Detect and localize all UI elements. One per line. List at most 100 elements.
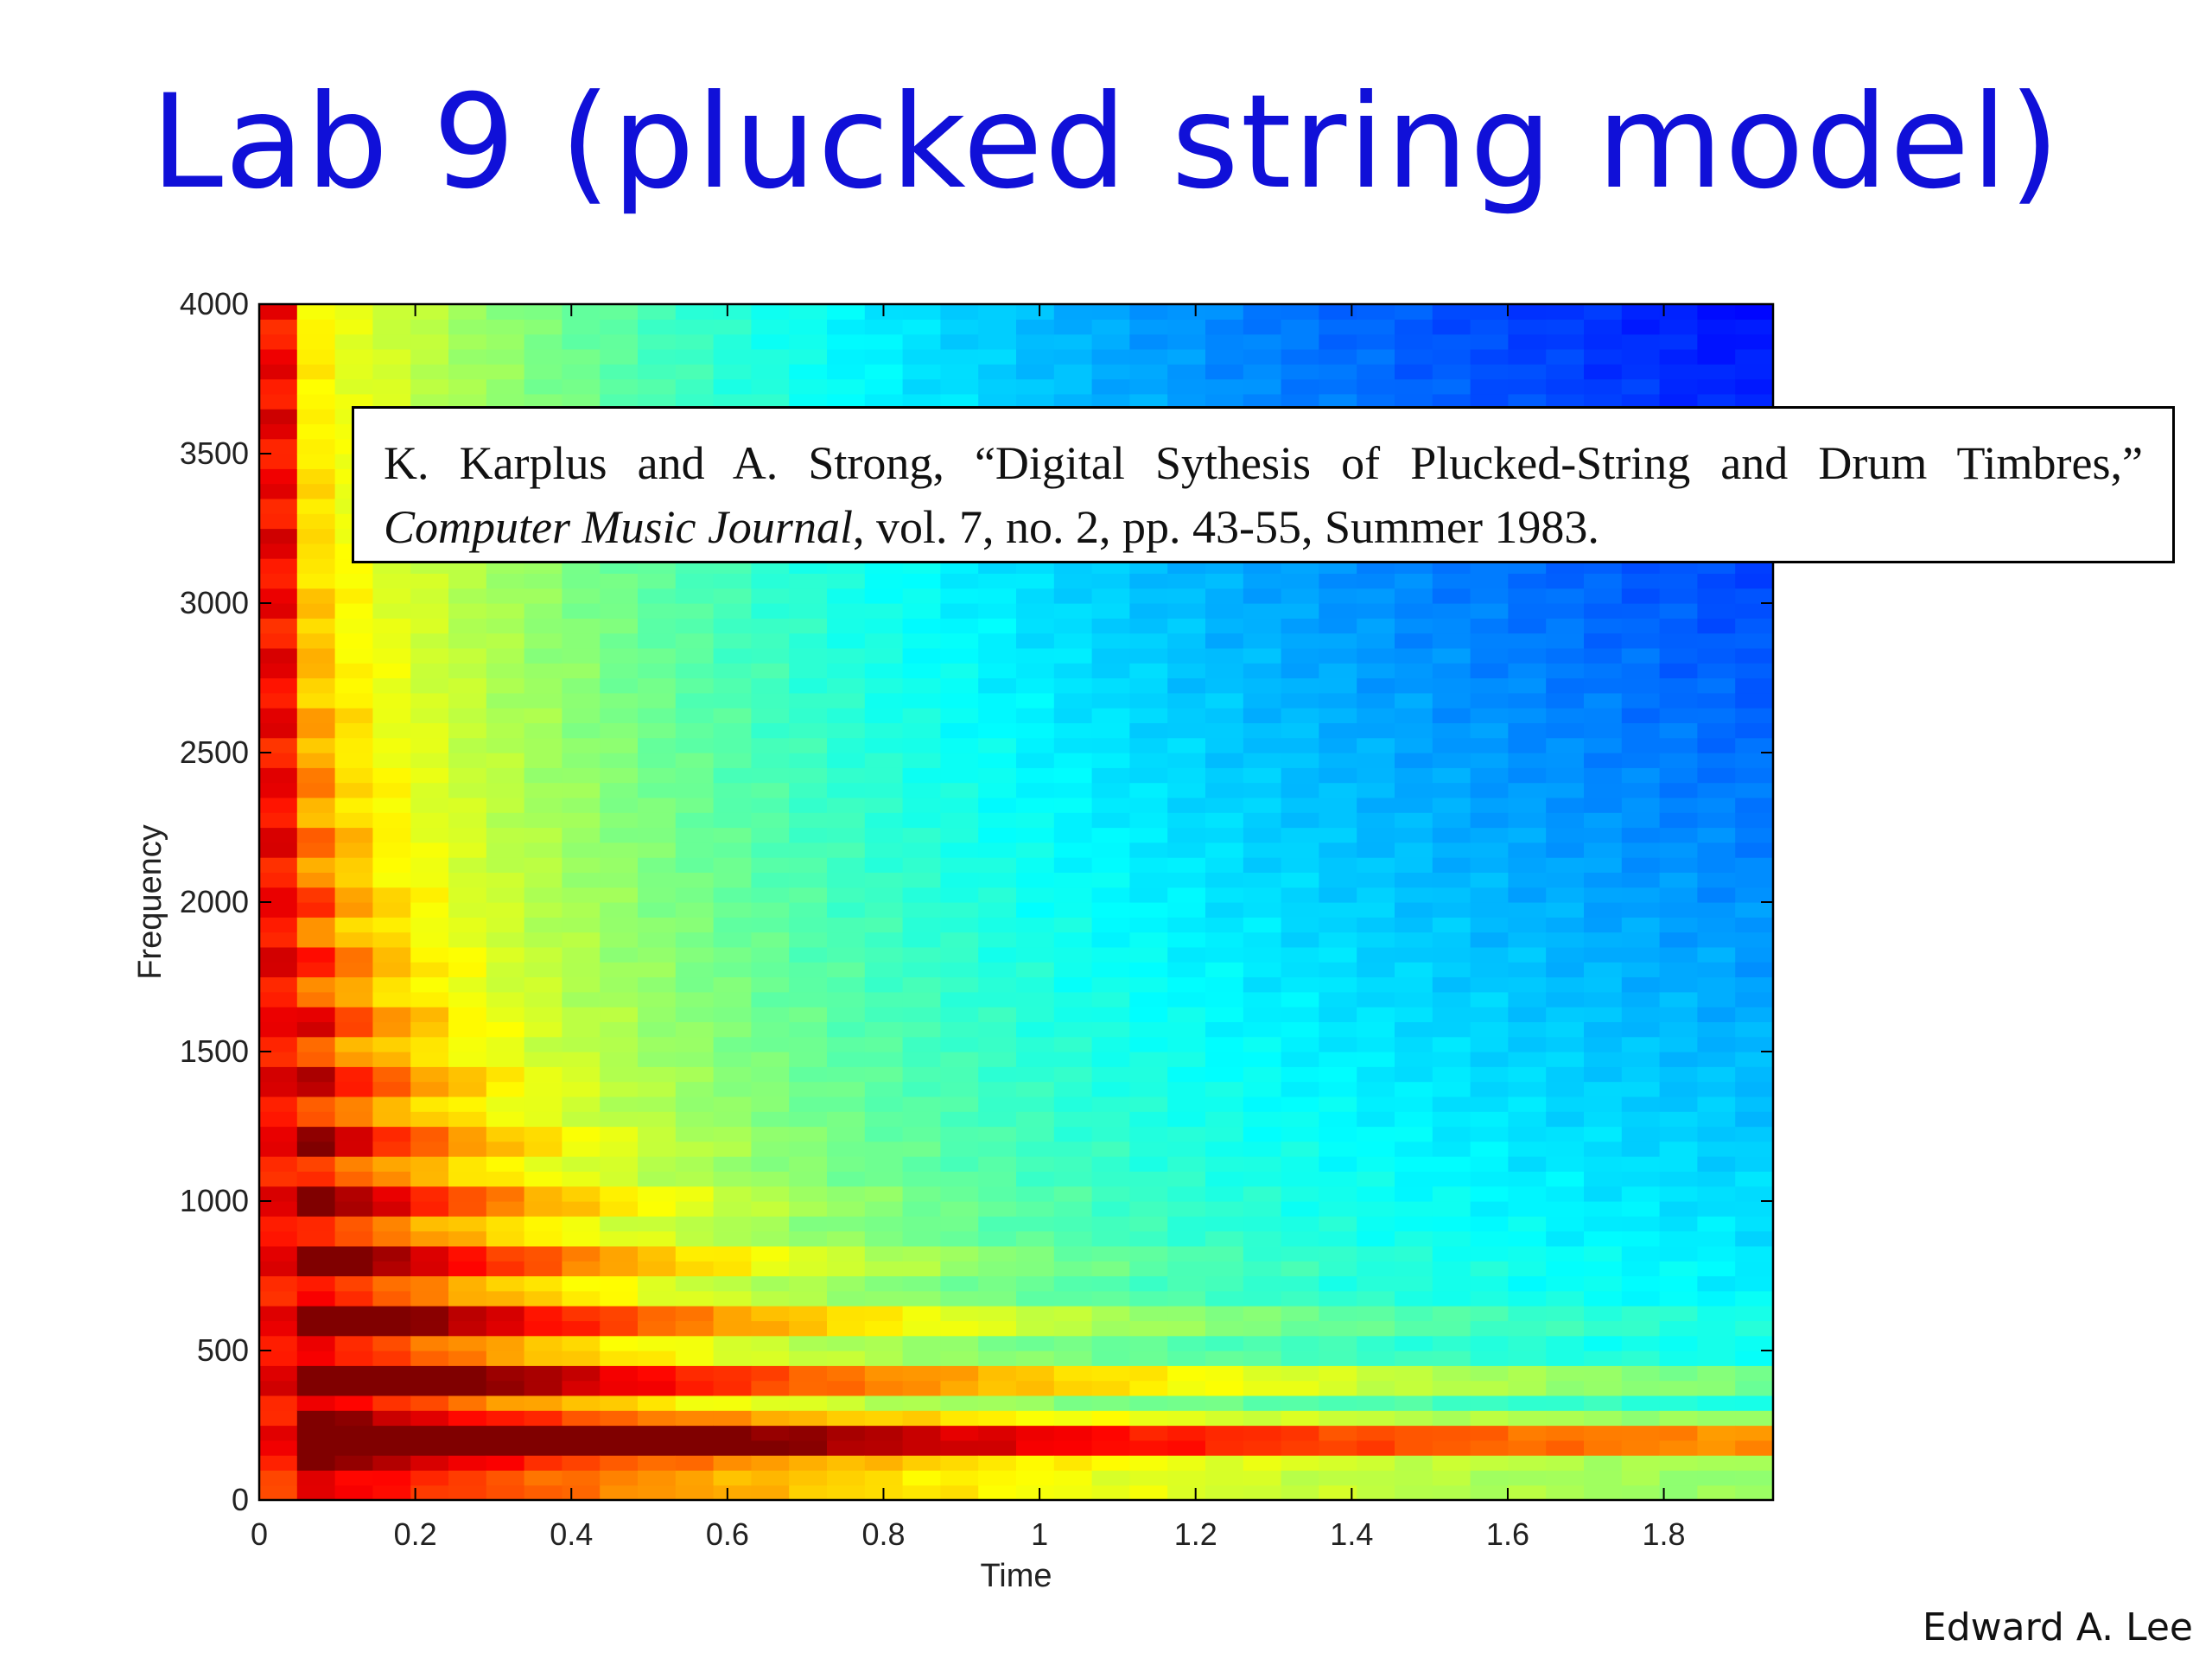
heatmap-cell (486, 797, 525, 813)
heatmap-cell (1129, 1410, 1168, 1427)
heatmap-cell (1508, 1007, 1547, 1022)
heatmap-cell (978, 364, 1017, 380)
heatmap-cell (751, 1395, 790, 1411)
heatmap-cell (1470, 872, 1509, 888)
heatmap-cell (978, 1036, 1017, 1052)
heatmap-cell (827, 692, 866, 709)
heatmap-cell (978, 827, 1017, 843)
heatmap-cell (1319, 962, 1357, 978)
heatmap-cell (1319, 1036, 1357, 1052)
heatmap-cell (864, 827, 904, 843)
heatmap-cell (334, 1052, 373, 1067)
heatmap-cell (334, 991, 373, 1007)
heatmap-cell (940, 722, 979, 739)
heatmap-cell (789, 827, 828, 843)
heatmap-cell (1432, 1230, 1471, 1247)
heatmap-cell (1091, 1141, 1130, 1157)
heatmap-cell (1053, 1351, 1093, 1366)
heatmap-cell (638, 1141, 677, 1157)
heatmap-cell (1659, 946, 1698, 963)
heatmap-cell (1584, 1111, 1623, 1128)
heatmap-cell (448, 1141, 487, 1157)
heatmap-cell (1319, 1351, 1357, 1366)
heatmap-cell (1129, 1395, 1168, 1411)
heatmap-cell (296, 364, 336, 380)
heatmap-cell (1129, 872, 1168, 888)
heatmap-cell (562, 1066, 601, 1083)
heatmap-cell (978, 902, 1017, 918)
heatmap-cell (1319, 1335, 1357, 1351)
heatmap-cell (1016, 663, 1055, 679)
heatmap-cell (1357, 1201, 1395, 1217)
heatmap-cell (1659, 1455, 1698, 1471)
heatmap-cell (713, 1320, 752, 1337)
heatmap-cell (296, 692, 336, 709)
heatmap-cell (638, 1156, 677, 1172)
heatmap-cell (296, 1455, 336, 1471)
heatmap-cell (1659, 1007, 1698, 1022)
heatmap-cell (410, 1395, 449, 1411)
heatmap-cell (1659, 857, 1698, 873)
heatmap-cell (1659, 1470, 1698, 1486)
heatmap-cell (1508, 812, 1547, 829)
heatmap-cell (1091, 1021, 1130, 1038)
heatmap-cell (334, 1440, 373, 1456)
heatmap-cell (1470, 812, 1509, 829)
heatmap-cell (334, 827, 373, 843)
heatmap-cell (600, 1410, 639, 1427)
heatmap-cell (940, 1380, 979, 1396)
heatmap-cell (600, 1185, 639, 1202)
heatmap-cell (827, 1365, 866, 1382)
heatmap-cell (259, 603, 298, 619)
heatmap-cell (978, 1351, 1017, 1366)
heatmap-cell (1016, 393, 1055, 410)
heatmap-cell (713, 1036, 752, 1052)
heatmap-cell (940, 902, 979, 918)
heatmap-cell (1319, 1096, 1357, 1112)
heatmap-cell (1091, 946, 1130, 963)
heatmap-cell (448, 1306, 487, 1321)
heatmap-cell (940, 991, 979, 1007)
heatmap-cell (1167, 663, 1206, 679)
heatmap-cell (1735, 1230, 1774, 1247)
heatmap-cell (1053, 976, 1093, 993)
heatmap-cell (675, 1275, 715, 1292)
heatmap-cell (1357, 1230, 1395, 1247)
heatmap-cell (827, 1036, 866, 1052)
heatmap-cell (940, 364, 979, 380)
heatmap-cell (675, 872, 715, 888)
heatmap-cell (1205, 1365, 1244, 1382)
heatmap-cell (751, 1425, 790, 1441)
heatmap-cell (562, 737, 601, 753)
heatmap-cell (1167, 753, 1206, 768)
heatmap-cell (675, 1455, 715, 1471)
heatmap-cell (562, 348, 601, 365)
heatmap-cell (1659, 962, 1698, 978)
heatmap-cell (1129, 588, 1168, 604)
heatmap-cell (713, 991, 752, 1007)
heatmap-cell (940, 1171, 979, 1187)
heatmap-cell (902, 1351, 941, 1366)
heatmap-cell (1091, 1096, 1130, 1112)
heatmap-cell (1281, 962, 1319, 978)
heatmap-cell (751, 1320, 790, 1337)
heatmap-cell (638, 857, 677, 873)
heatmap-cell (1432, 1052, 1471, 1067)
heatmap-cell (448, 1484, 487, 1501)
heatmap-cell (1432, 1470, 1471, 1486)
heatmap-cell (1205, 1052, 1244, 1067)
heatmap-cell (486, 348, 525, 365)
heatmap-cell (1357, 753, 1395, 768)
heatmap-cell (978, 1156, 1017, 1172)
heatmap-cell (1735, 1351, 1774, 1366)
heatmap-cell (1319, 364, 1357, 380)
heatmap-cell (562, 618, 601, 634)
heatmap-cell (1584, 1171, 1623, 1187)
heatmap-cell (1432, 1007, 1471, 1022)
heatmap-cell (600, 1141, 639, 1157)
heatmap-cell (638, 1185, 677, 1202)
heatmap-cell (902, 1484, 941, 1501)
heatmap-cell (638, 603, 677, 619)
heatmap-cell (902, 887, 941, 903)
heatmap-cell (1508, 1185, 1547, 1202)
